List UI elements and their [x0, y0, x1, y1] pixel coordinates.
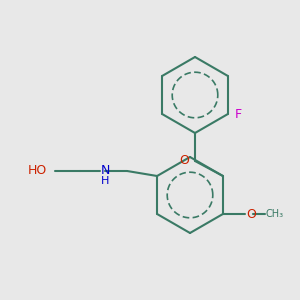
Text: N: N	[100, 164, 110, 178]
Text: H: H	[101, 176, 109, 186]
Text: HO: HO	[28, 164, 47, 178]
Text: O: O	[179, 154, 189, 167]
Text: F: F	[235, 107, 242, 121]
Text: O: O	[246, 208, 256, 220]
Text: CH₃: CH₃	[266, 209, 284, 219]
